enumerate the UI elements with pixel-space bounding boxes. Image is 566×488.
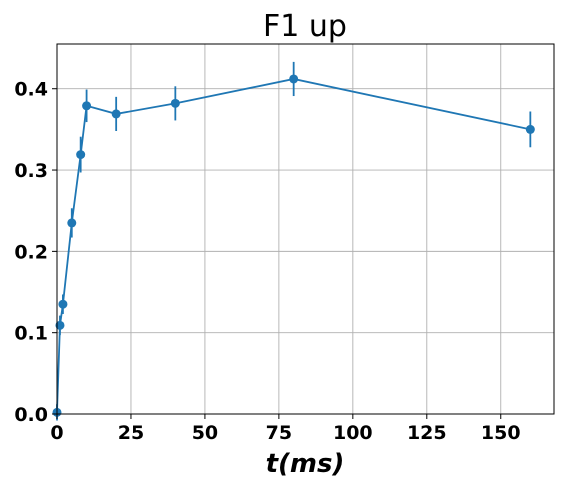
y-tick-label: 0.0 xyxy=(14,404,48,426)
data-point xyxy=(525,124,535,134)
x-tick-label: 75 xyxy=(266,422,292,444)
x-tick-label: 100 xyxy=(333,422,373,444)
y-tick-label: 0.3 xyxy=(14,160,48,182)
x-axis-label: t(ms) xyxy=(266,449,345,479)
y-tick-label: 0.4 xyxy=(14,79,48,101)
y-axis-ticks: 0.0 0.1 0.2 0.3 0.4 xyxy=(14,79,57,426)
y-tick-label: 0.2 xyxy=(14,241,48,263)
y-tick-label: 0.1 xyxy=(14,323,48,345)
chart-title: F1 up xyxy=(263,9,347,44)
x-tick-label: 50 xyxy=(192,422,218,444)
data-point xyxy=(82,101,92,111)
data-point xyxy=(55,320,65,330)
x-tick-label: 150 xyxy=(481,422,521,444)
grid-lines xyxy=(56,44,554,415)
data-point xyxy=(76,150,86,160)
series-line xyxy=(56,78,531,413)
plot-frame xyxy=(56,43,555,415)
series-layer xyxy=(52,61,535,421)
data-point xyxy=(170,98,180,108)
x-tick-label: 0 xyxy=(50,422,63,444)
data-point xyxy=(58,299,68,309)
data-point xyxy=(67,218,77,228)
data-point xyxy=(111,109,121,119)
data-point xyxy=(289,74,299,84)
x-axis-ticks: 0 25 50 75 100 125 150 xyxy=(50,414,521,444)
x-tick-label: 25 xyxy=(118,422,144,444)
x-tick-label: 125 xyxy=(407,422,447,444)
